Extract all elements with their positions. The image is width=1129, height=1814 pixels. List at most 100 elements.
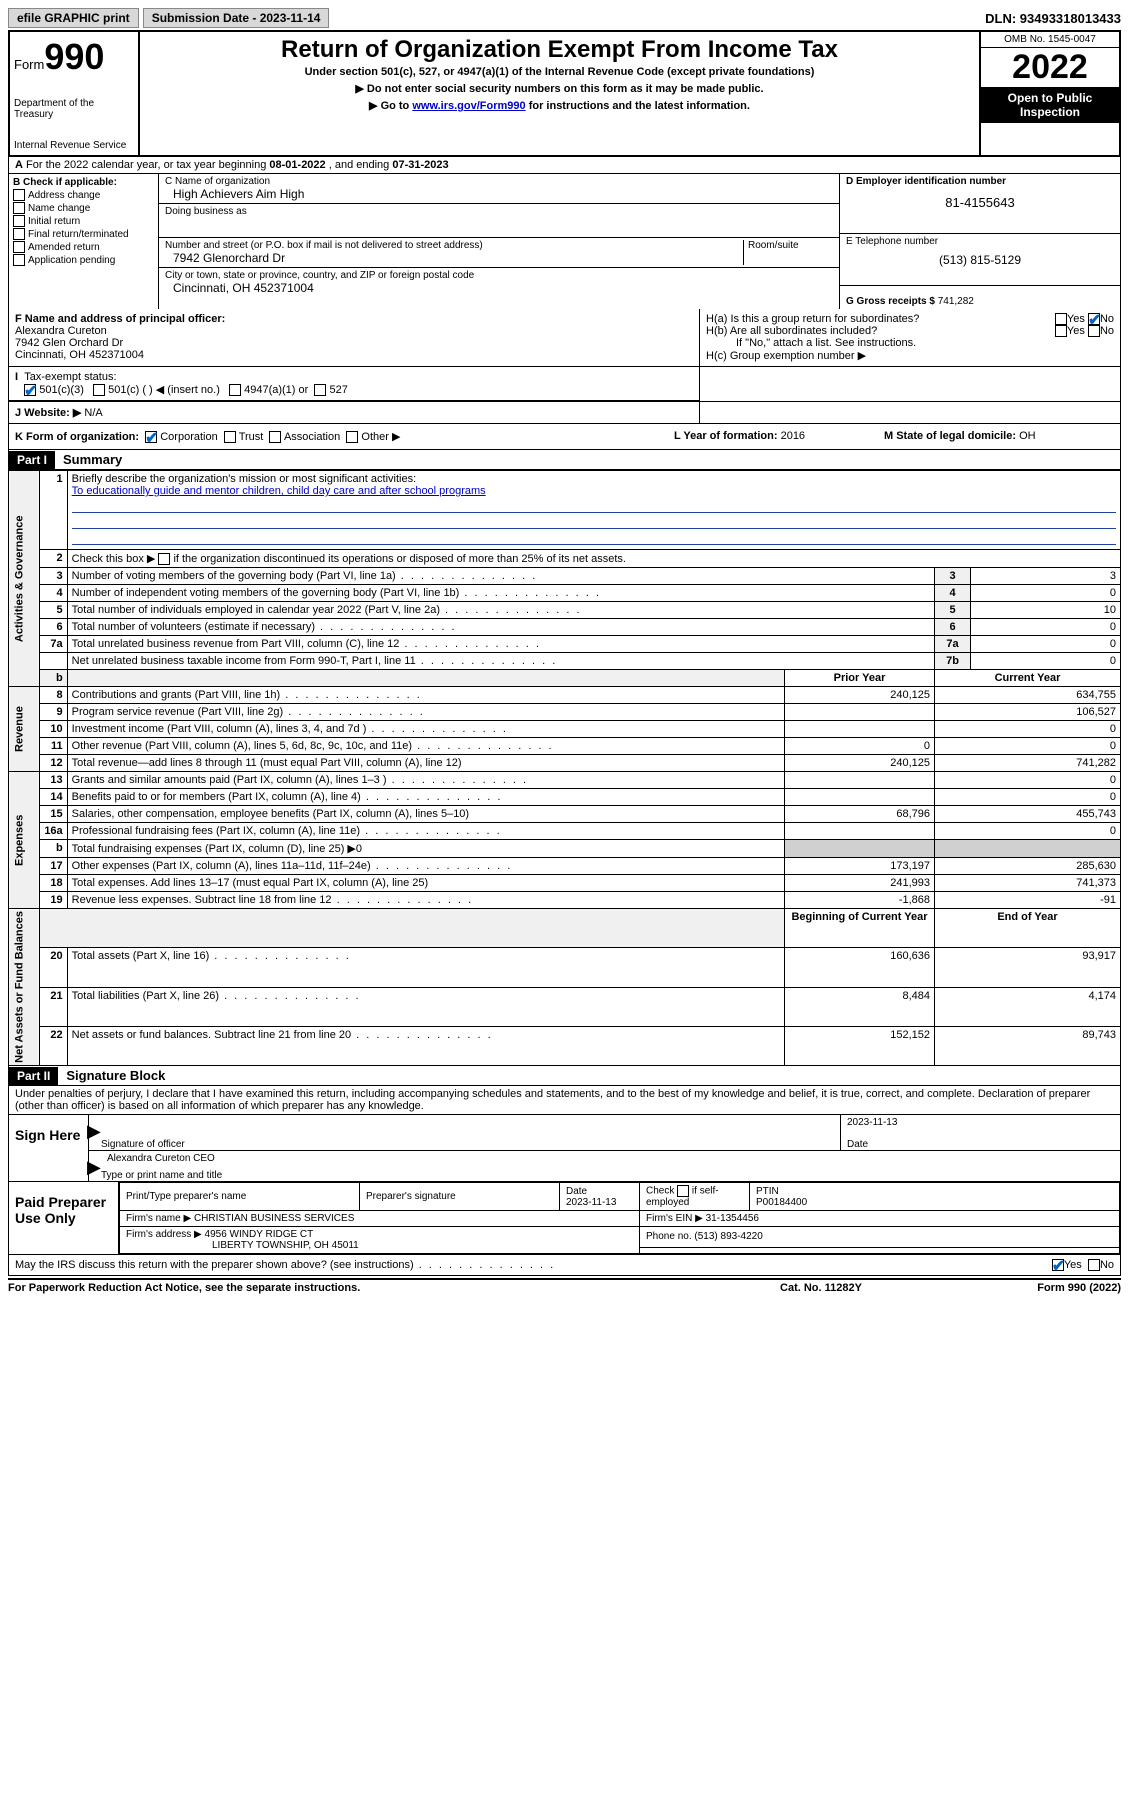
chk-name-change-label: Name change <box>28 203 90 214</box>
discuss-text: May the IRS discuss this return with the… <box>15 1259 555 1271</box>
line1-text: Briefly describe the organization's miss… <box>72 473 416 485</box>
ha-no-chk[interactable] <box>1088 313 1100 325</box>
prep-col5: PTIN <box>756 1186 779 1197</box>
hb-no-chk[interactable] <box>1088 325 1100 337</box>
chk-application-pending[interactable] <box>13 254 25 266</box>
chk-501c[interactable] <box>93 384 105 396</box>
prep-col3: Date <box>566 1186 587 1197</box>
hb-label: H(b) Are all subordinates included? <box>706 325 1055 337</box>
chk-assoc[interactable] <box>269 431 281 443</box>
form-header: Form990 Department of the Treasury Inter… <box>8 30 1121 157</box>
section-c: C Name of organization High Achievers Ai… <box>159 174 840 309</box>
preparer-table: Print/Type preparer's name Preparer's si… <box>119 1182 1120 1254</box>
summary-table: Activities & Governance 1 Briefly descri… <box>8 470 1121 1066</box>
website-label: J Website: ▶ <box>15 407 81 419</box>
opt-other: Other ▶ <box>361 431 400 443</box>
sig-date-value: 2023-11-13 <box>847 1117 1114 1128</box>
section-j-blank <box>700 367 1120 401</box>
form-subtitle-2: Do not enter social security numbers on … <box>148 82 971 95</box>
g4-num: 4 <box>39 585 67 602</box>
mission-line-1 <box>72 499 1116 513</box>
g4-val: 0 <box>971 585 1121 602</box>
officer-street: 7942 Glen Orchard Dr <box>15 337 123 349</box>
prep-blank <box>640 1247 1120 1253</box>
chk-527[interactable] <box>314 384 326 396</box>
ha-yes-chk[interactable] <box>1055 313 1067 325</box>
g7a-text: Total unrelated business revenue from Pa… <box>67 636 934 653</box>
dept-treasury: Department of the Treasury <box>14 98 134 120</box>
section-de: D Employer identification number 81-4155… <box>840 174 1120 309</box>
submission-date-button[interactable]: Submission Date - 2023-11-14 <box>143 8 330 28</box>
n22-text: Net assets or fund balances. Subtract li… <box>67 1026 784 1065</box>
line2-text: Check this box ▶ if the organization dis… <box>67 550 1120 568</box>
g7b-t: Net unrelated business taxable income fr… <box>72 655 558 667</box>
chk-initial-return[interactable] <box>13 215 25 227</box>
r11-c: 0 <box>935 738 1121 755</box>
chk-trust[interactable] <box>224 431 236 443</box>
mission-text[interactable]: To educationally guide and mentor childr… <box>72 485 486 497</box>
g6-val: 0 <box>971 619 1121 636</box>
dba-label: Doing business as <box>165 206 833 217</box>
chk-corp[interactable] <box>145 431 157 443</box>
form990-link[interactable]: www.irs.gov/Form990 <box>412 100 525 112</box>
chk-self-employed[interactable] <box>677 1185 689 1197</box>
e13-text: Grants and similar amounts paid (Part IX… <box>67 772 784 789</box>
mission-line-2 <box>72 515 1116 529</box>
phone-value: (513) 815-5129 <box>846 253 1114 267</box>
section-f: F Name and address of principal officer:… <box>9 309 700 366</box>
firm-name-label: Firm's name ▶ <box>126 1213 191 1224</box>
e19-t: Revenue less expenses. Subtract line 18 … <box>72 894 473 906</box>
opt-corp: Corporation <box>160 431 217 443</box>
chk-address-change[interactable] <box>13 189 25 201</box>
e18-num: 18 <box>39 875 67 892</box>
sub3-post: for instructions and the latest informat… <box>526 100 750 112</box>
e17-t: Other expenses (Part IX, column (A), lin… <box>72 860 513 872</box>
e19-c: -91 <box>935 892 1121 909</box>
chk-4947[interactable] <box>229 384 241 396</box>
g7a-box: 7a <box>935 636 971 653</box>
chk-discontinued[interactable] <box>158 553 170 565</box>
e16a-num: 16a <box>39 823 67 840</box>
r9-p <box>785 704 935 721</box>
chk-final-return[interactable] <box>13 228 25 240</box>
chk-amended-return[interactable] <box>13 241 25 253</box>
tax-year-end: 07-31-2023 <box>392 159 448 171</box>
website-value: N/A <box>84 407 102 419</box>
hdr-begin: Beginning of Current Year <box>785 909 935 948</box>
chk-other[interactable] <box>346 431 358 443</box>
g4-text: Number of independent voting members of … <box>67 585 934 602</box>
e16b-p <box>785 840 935 858</box>
g3-t: Number of voting members of the governin… <box>72 570 538 582</box>
efile-button[interactable]: efile GRAPHIC print <box>8 8 139 28</box>
r12-p: 240,125 <box>785 755 935 772</box>
sign-here-label: Sign Here <box>9 1115 89 1181</box>
firm-ein-label: Firm's EIN ▶ <box>646 1213 703 1224</box>
sign-here-block: Sign Here ▶ Signature of officer 2023-11… <box>8 1115 1121 1182</box>
n21-text: Total liabilities (Part X, line 26) <box>67 987 784 1026</box>
street-value: 7942 Glenorchard Dr <box>165 251 743 265</box>
discuss-yes-chk[interactable] <box>1052 1259 1064 1271</box>
prep-col1: Print/Type preparer's name <box>120 1183 360 1211</box>
chk-501c3[interactable] <box>24 384 36 396</box>
r9-t: Program service revenue (Part VIII, line… <box>72 706 425 718</box>
g5-t: Total number of individuals employed in … <box>72 604 582 616</box>
e17-p: 173,197 <box>785 858 935 875</box>
e19-p: -1,868 <box>785 892 935 909</box>
n22-c: 89,743 <box>935 1026 1121 1065</box>
firm-phone-label: Phone no. <box>646 1231 692 1242</box>
chk-name-change[interactable] <box>13 202 25 214</box>
e16b-num: b <box>39 840 67 858</box>
year-formation-label: L Year of formation: <box>674 430 778 442</box>
row-a-letter: A <box>15 159 23 171</box>
discuss-no-chk[interactable] <box>1088 1259 1100 1271</box>
ha-yes: Yes <box>1067 313 1085 325</box>
section-m: M State of legal domicile: OH <box>884 430 1114 443</box>
hb-yes-chk[interactable] <box>1055 325 1067 337</box>
ha-label: H(a) Is this a group return for subordin… <box>706 313 1055 325</box>
e14-t: Benefits paid to or for members (Part IX… <box>72 791 503 803</box>
sig-date-label: Date <box>847 1139 868 1150</box>
gross-label: G Gross receipts $ <box>846 296 935 307</box>
sub3-pre: Go to <box>381 100 413 112</box>
e13-p <box>785 772 935 789</box>
n22-p: 152,152 <box>785 1026 935 1065</box>
